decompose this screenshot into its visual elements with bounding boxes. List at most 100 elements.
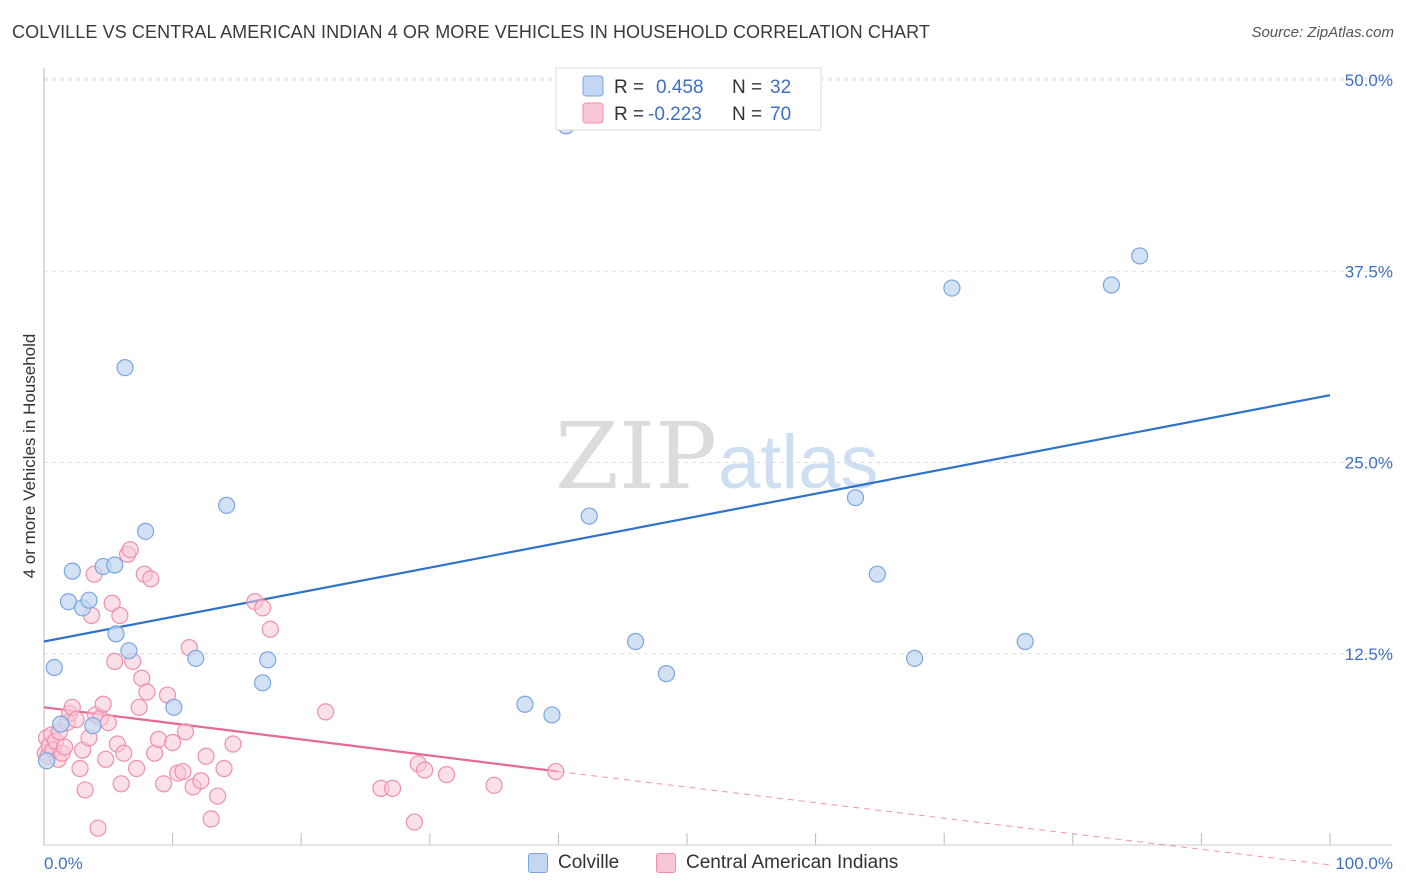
cai-point [111,606,129,625]
colville-point [626,632,645,651]
colville-point [516,695,534,713]
legend-label-central-american-indians: Central American Indians [686,852,899,873]
cai-point [197,747,215,765]
colville-point [63,562,81,580]
cai-point [437,766,456,784]
cai-trend-line [43,706,559,773]
cai-point [405,813,423,831]
cai-point [154,775,173,793]
cai-trend-line-extended [558,771,1331,866]
legend-top-colville-n-value: 32 [770,77,791,98]
central-american-indians-points [36,541,565,837]
legend-top-cai-n-value: 70 [770,104,791,125]
x-tick-label-min: 0.0% [44,854,83,873]
legend-top-colville-n-label: N = [732,77,762,98]
colville-point [80,591,98,609]
colville-point [906,649,924,667]
colville-point [254,674,272,692]
legend-swatch-central-american-indians [656,853,676,873]
colville-point [1102,276,1120,294]
x-axis-ticks [43,833,1331,845]
colville-points [37,117,1149,770]
legend-top-cai-n-label: N = [732,104,762,125]
y-tick-label: 12.5% [1345,645,1393,664]
colville-point [45,658,63,677]
chart-title: COLVILLE VS CENTRAL AMERICAN INDIAN 4 OR… [12,22,931,42]
cai-point [130,698,148,716]
cai-point [115,744,133,762]
legend-item-colville: Colville [528,852,619,874]
colville-point [165,698,183,716]
cai-point [67,710,85,729]
y-axis-label: 4 or more Vehicles in Household [20,334,39,579]
legend-top-colville-r-label: R = [614,77,644,98]
cai-point [76,781,94,799]
legend-top-cai-r-value: -0.223 [648,104,702,125]
cai-point [215,759,233,778]
colville-point [580,507,598,525]
y-tick-labels: 12.5% 25.0% 37.5% 50.0% [1345,71,1393,664]
cai-point [209,787,227,805]
cai-point [192,772,210,790]
legend-swatch-colville [528,853,548,873]
watermark-zip: ZIP [555,403,717,510]
cai-point [89,819,107,837]
cai-point [416,761,434,779]
source-label: Source: ZipAtlas.com [1251,24,1394,41]
cai-point [149,730,168,749]
cai-point [121,541,139,559]
colville-point [259,651,277,669]
cai-point [138,683,156,701]
colville-point [120,642,138,660]
cai-point [174,762,192,781]
legend-top-cai-swatch [582,102,604,124]
legend-bottom: Colville Central American Indians [0,852,1406,878]
colville-point [106,556,124,574]
colville-point [136,522,155,540]
cai-point [142,570,160,588]
y-tick-label: 37.5% [1345,262,1393,281]
colville-point [1131,247,1149,265]
colville-point [1016,632,1034,651]
legend-top-cai-r-label: R = [614,104,644,125]
colville-point [116,359,134,377]
y-tick-label: 25.0% [1345,454,1393,473]
cai-point [317,703,335,721]
colville-point [846,489,865,507]
colville-point [84,717,102,735]
cai-point [261,620,279,638]
colville-point [657,665,676,683]
cai-point [112,775,130,793]
legend-top-colville-swatch [582,75,604,97]
colville-point [187,649,205,667]
cai-point [94,695,112,713]
legend-item-central-american-indians: Central American Indians [656,852,898,874]
colville-point [868,565,886,583]
cai-point [103,594,121,612]
cai-point [164,733,182,752]
cai-point [99,713,117,732]
cai-point [254,599,272,617]
cai-point [127,759,146,778]
legend-top: R = 0.458 N = 32 R = -0.223 N = 70 [555,67,822,131]
y-tick-label: 50.0% [1345,71,1393,90]
colville-point [37,752,56,770]
cai-point [202,810,220,828]
grid-lines [44,77,1392,655]
colville-point [59,593,78,611]
colville-point [218,496,236,514]
cai-point [224,735,242,753]
colville-point [543,706,561,724]
cai-point [547,762,565,781]
cai-point [97,750,115,768]
cai-point [71,759,89,778]
cai-point [55,738,74,756]
colville-point [107,625,125,643]
cai-point [485,776,503,794]
cai-point [383,779,402,797]
cai-point [106,652,124,671]
cai-point [176,723,195,741]
legend-label-colville: Colville [558,852,620,873]
legend-top-colville-r-value: 0.458 [656,77,704,98]
